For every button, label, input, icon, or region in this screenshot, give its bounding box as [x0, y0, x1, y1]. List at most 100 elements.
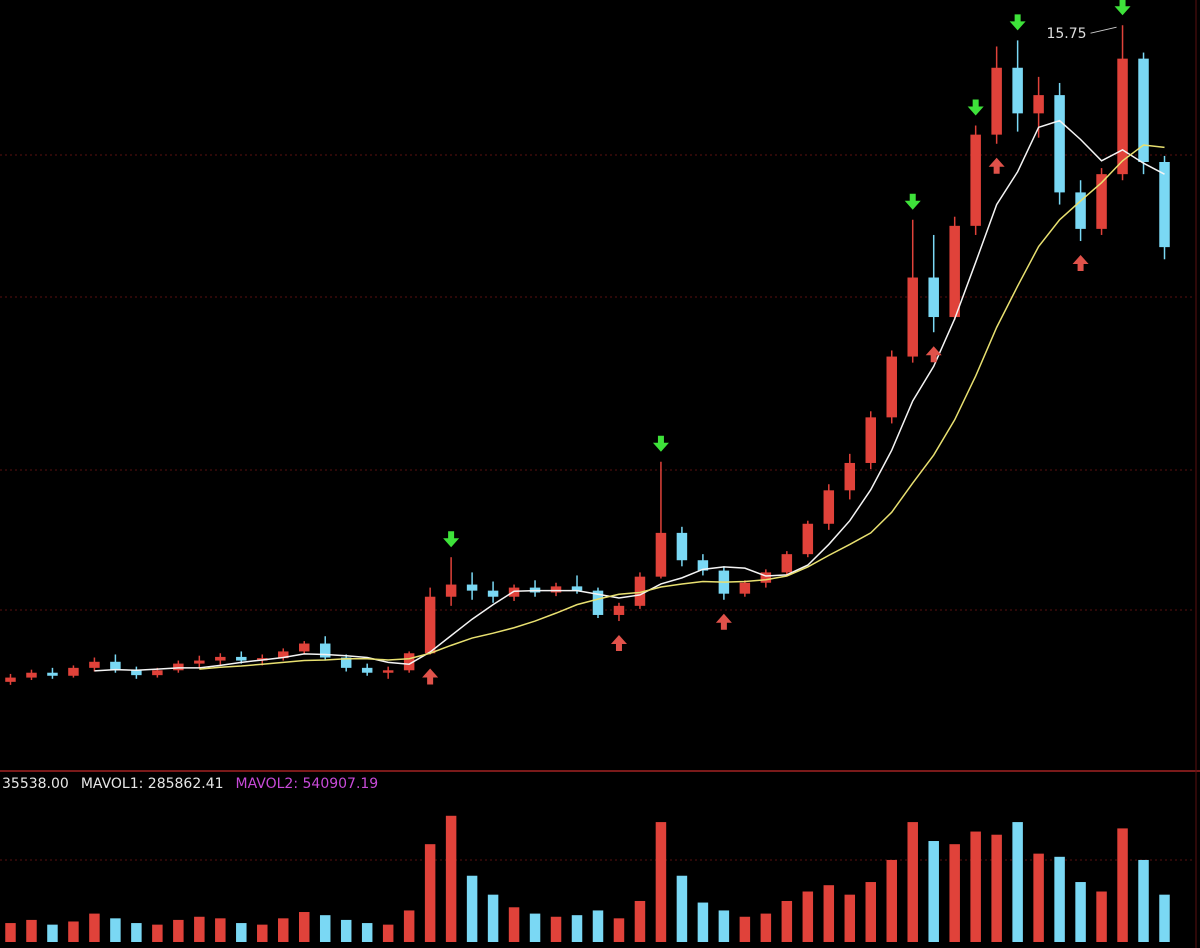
volume-bar	[403, 910, 415, 942]
candle-body	[173, 663, 184, 671]
buy-signal-arrow	[988, 157, 1005, 174]
volume-bar	[739, 916, 751, 942]
volume-bar	[110, 918, 121, 942]
volume-bar	[592, 910, 604, 942]
volume-bar	[68, 921, 79, 942]
candle-body	[319, 643, 331, 658]
volume-bar	[173, 919, 184, 942]
candle-body	[550, 586, 562, 593]
candle-body	[382, 670, 394, 673]
moving-average-line	[199, 144, 1165, 670]
buy-signal-arrow	[1072, 255, 1089, 272]
candle-body	[508, 587, 520, 597]
volume-bar	[1138, 859, 1149, 942]
volume-bar	[215, 918, 226, 942]
volume-bar	[823, 885, 835, 942]
candle-body	[403, 653, 415, 671]
candle-body	[613, 605, 625, 615]
candle-body	[1138, 58, 1149, 162]
candle-body	[278, 651, 289, 659]
peak-pointer	[1090, 26, 1117, 34]
volume-bar	[382, 924, 394, 942]
volume-bar	[907, 822, 918, 942]
candle-body	[110, 661, 121, 670]
candle-body	[634, 576, 646, 606]
candle-body	[571, 586, 583, 591]
volume-bar	[278, 918, 289, 942]
candle-body	[1054, 95, 1065, 193]
candle-body	[1096, 174, 1107, 229]
volume-legend: 35538.00	[2, 776, 69, 792]
volume-bar	[466, 875, 478, 942]
volume-bar	[508, 907, 520, 942]
volume-legend: MAVOL2: 540907.19	[236, 776, 379, 792]
candle-body	[26, 672, 37, 678]
volume-bar	[1096, 891, 1107, 942]
volume-bar	[1033, 853, 1044, 942]
candle-body	[781, 554, 793, 573]
sell-signal-arrow	[652, 435, 669, 452]
candle-body	[655, 532, 667, 577]
volume-bar	[718, 910, 730, 942]
volume-bar	[550, 916, 562, 942]
moving-average-line	[94, 119, 1165, 672]
volume-bar	[1054, 856, 1065, 942]
volume-bar	[236, 923, 247, 942]
volume-bar	[1159, 894, 1170, 942]
sell-signal-arrow	[1114, 0, 1131, 16]
candle-body	[47, 672, 58, 676]
volume-bar	[760, 913, 772, 942]
volume-bar	[529, 913, 541, 942]
volume-bar	[340, 919, 352, 942]
candle-body	[5, 677, 16, 682]
candle-body	[424, 596, 436, 654]
candle-body	[865, 417, 877, 463]
candle-body	[886, 356, 897, 418]
volume-bar	[676, 875, 688, 942]
sell-signal-arrow	[1009, 14, 1026, 31]
sell-signal-arrow	[904, 193, 921, 210]
volume-legend: MAVOL1: 285862.41	[81, 776, 224, 792]
volume-bar	[970, 831, 981, 942]
volume-bar	[361, 923, 373, 942]
volume-bar	[844, 894, 856, 942]
volume-bar	[655, 822, 667, 942]
volume-bar	[424, 844, 436, 942]
volume-bar	[865, 882, 877, 942]
volume-bar	[928, 841, 939, 942]
candle-body	[676, 532, 688, 561]
candle-body	[298, 643, 310, 652]
candle-body	[194, 660, 205, 664]
candle-body	[1012, 67, 1023, 114]
volume-bar	[802, 891, 814, 942]
volume-bar	[781, 900, 793, 942]
volume-bar	[1012, 822, 1023, 942]
candle-body	[697, 560, 709, 571]
sell-signal-arrow	[967, 99, 984, 116]
volume-bar	[697, 902, 709, 942]
candle-body	[68, 667, 79, 676]
volume-bar	[47, 924, 58, 942]
volume-bar	[886, 859, 897, 942]
candle-body	[131, 669, 142, 676]
candle-body	[340, 657, 352, 668]
volume-bar	[991, 834, 1002, 942]
candle-body	[215, 656, 226, 661]
volume-bar	[89, 913, 100, 942]
candle-body	[1033, 95, 1044, 114]
buy-signal-arrow	[422, 668, 439, 685]
volume-bar	[487, 894, 499, 942]
candle-body	[361, 667, 373, 673]
candle-body	[592, 590, 604, 615]
volume-bar	[131, 923, 142, 942]
candle-body	[928, 277, 939, 318]
sell-signal-arrow	[443, 531, 460, 548]
volume-bar	[298, 912, 310, 942]
candle-body	[1117, 58, 1128, 175]
buy-signal-arrow	[925, 346, 942, 363]
volume-bar	[26, 919, 37, 942]
candle-body	[739, 582, 751, 594]
volume-bar	[5, 923, 16, 942]
